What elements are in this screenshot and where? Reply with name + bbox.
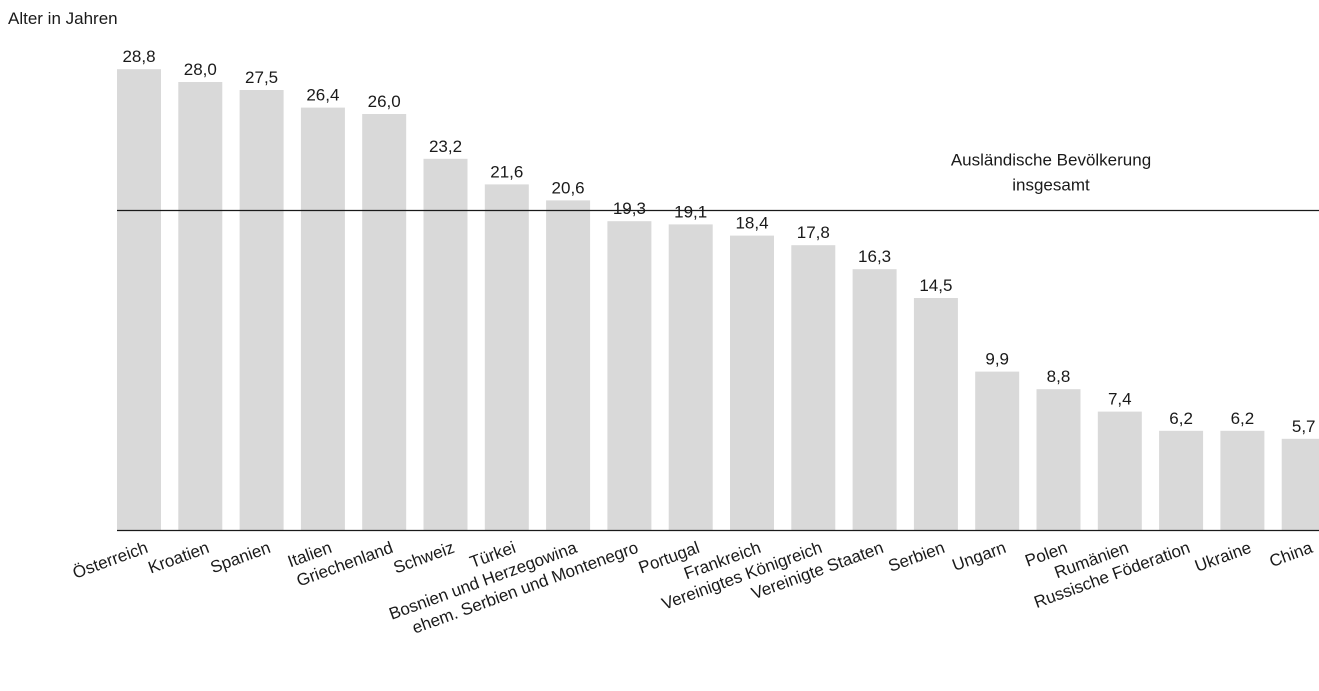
value-label-13: 16,3: [858, 247, 891, 266]
reference-label-line2: insgesamt: [1012, 176, 1090, 195]
bar-9: [607, 221, 652, 530]
value-label-2: 28,0: [184, 60, 217, 79]
category-label-19: Ukraine: [1192, 538, 1254, 576]
value-label-15: 9,9: [985, 350, 1009, 369]
bar-19: [1220, 430, 1265, 530]
category-label-14: Serbien: [886, 538, 948, 576]
bar-15: [975, 371, 1020, 530]
category-label-20: China: [1267, 538, 1316, 571]
bar-4: [300, 107, 345, 530]
value-label-20: 5,7: [1292, 417, 1316, 436]
value-label-17: 7,4: [1108, 390, 1132, 409]
value-label-7: 21,6: [490, 162, 523, 181]
value-label-3: 27,5: [245, 68, 278, 87]
y-axis-label: Alter in Jahren: [8, 9, 118, 28]
bar-2: [178, 82, 223, 530]
value-label-12: 17,8: [797, 223, 830, 242]
bar-10: [668, 224, 713, 530]
value-label-9: 19,3: [613, 199, 646, 218]
bar-13: [852, 269, 897, 530]
category-label-3: Spanien: [208, 538, 273, 577]
value-label-6: 23,2: [429, 137, 462, 156]
bar-17: [1097, 411, 1142, 530]
bar-7: [484, 184, 529, 530]
bar-18: [1159, 430, 1204, 530]
value-label-8: 20,6: [552, 178, 585, 197]
bar-5: [362, 114, 407, 530]
value-label-4: 26,4: [306, 86, 339, 105]
value-label-19: 6,2: [1231, 409, 1255, 428]
bar-3: [239, 90, 284, 530]
bar-6: [423, 158, 468, 531]
value-label-5: 26,0: [368, 92, 401, 111]
value-label-14: 14,5: [919, 276, 952, 295]
value-label-18: 6,2: [1169, 409, 1193, 428]
category-label-2: Kroatien: [146, 538, 212, 578]
value-label-1: 28,8: [122, 47, 155, 66]
value-label-16: 8,8: [1047, 367, 1071, 386]
bars-group: [117, 69, 1319, 531]
value-labels-group: 28,8 28,0 27,5 26,4 26,0 23,2 21,6 20,6 19,3 19,1…: [122, 47, 1315, 436]
category-label-6: Schweiz: [391, 538, 457, 578]
bar-12: [791, 245, 836, 530]
bar-11: [730, 235, 774, 530]
reference-label-line1: Ausländische Bevölkerung: [951, 151, 1151, 170]
category-label-15: Ungarn: [950, 538, 1009, 575]
bar-8: [546, 200, 591, 530]
value-label-10: 19,1: [674, 202, 707, 221]
bar-16: [1036, 389, 1081, 530]
category-label-1: Österreich: [70, 538, 150, 583]
bar-20: [1281, 438, 1319, 530]
value-label-11: 18,4: [735, 214, 768, 233]
bar-14: [913, 298, 958, 530]
bar-1: [117, 69, 161, 530]
